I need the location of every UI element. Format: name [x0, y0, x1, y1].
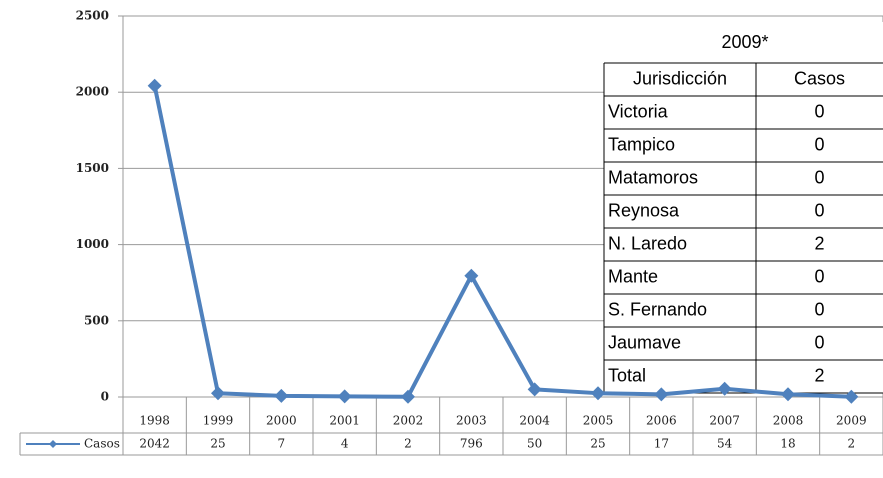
inset-cell: S. Fernando	[608, 299, 707, 319]
inset-cell: 0	[814, 101, 824, 121]
inset-cell: Matamoros	[608, 167, 698, 187]
y-tick-label: 1000	[76, 237, 109, 251]
marker	[654, 387, 669, 402]
inset-cell: Reynosa	[608, 200, 680, 220]
inset-header: Jurisdicción	[633, 68, 727, 88]
y-tick-label: 1500	[76, 161, 109, 175]
marker	[337, 389, 352, 404]
inset-cell: 0	[814, 299, 824, 319]
y-tick-label: 2500	[76, 9, 109, 23]
x-tick-label: 2005	[583, 414, 614, 428]
x-tick-label: 1998	[139, 414, 170, 428]
x-tick-label: 2002	[393, 414, 424, 428]
inset-cell: 0	[814, 167, 824, 187]
inset-cell: Total	[608, 365, 646, 385]
x-tick-label: 2007	[709, 414, 740, 428]
inset-cell: 2	[814, 233, 824, 253]
marker	[591, 386, 605, 401]
data-table-value: 2	[404, 437, 412, 451]
inset-header: Casos	[794, 68, 845, 88]
data-table-value: 50	[527, 437, 542, 451]
inset-cell: 0	[814, 332, 824, 352]
y-tick-label: 2000	[76, 85, 109, 99]
x-tick-label: 2006	[646, 414, 677, 428]
inset-cell: Tampico	[608, 134, 675, 154]
marker	[844, 389, 859, 404]
x-tick-label: 2009	[836, 414, 867, 428]
inset-cell: Jaumave	[608, 332, 681, 352]
line	[152, 85, 852, 399]
inset-cell: Mante	[608, 266, 658, 286]
marker	[211, 386, 225, 401]
inset-cell: Victoria	[608, 101, 669, 121]
marker	[401, 389, 415, 404]
legend-marker	[49, 440, 57, 448]
data-table-value: 2	[848, 437, 856, 451]
data-table-value: 18	[780, 437, 795, 451]
marker	[147, 78, 162, 93]
inset-cell: 0	[814, 134, 824, 154]
y-tick-label: 0	[101, 390, 109, 404]
data-table-value: 7	[278, 437, 286, 451]
marker	[274, 388, 289, 403]
marker	[464, 268, 479, 283]
data-table-value: 2042	[139, 437, 170, 451]
data-table-value: 25	[590, 437, 605, 451]
marker	[717, 381, 732, 396]
x-tick-label: 1999	[203, 414, 234, 428]
legend-label: Casos	[84, 437, 120, 451]
data-table-value: 4	[341, 437, 349, 451]
x-tick-label: 2008	[773, 414, 804, 428]
inset-title: 2009*	[721, 32, 768, 52]
data-table-value: 54	[717, 437, 733, 451]
marker	[527, 382, 542, 397]
inset-cell: N. Laredo	[608, 233, 687, 253]
x-tick-label: 2003	[456, 414, 487, 428]
x-tick-label: 2000	[266, 414, 297, 428]
x-tick-label: 2004	[519, 414, 550, 428]
data-table-value: 25	[210, 437, 225, 451]
x-tick-label: 2001	[329, 414, 360, 428]
data-table-value: 796	[460, 437, 483, 451]
data-table-value: 17	[654, 437, 669, 451]
inset-bg	[604, 22, 883, 393]
inset-cell: 0	[814, 200, 824, 220]
y-tick-label: 500	[84, 313, 109, 327]
marker	[781, 387, 795, 402]
inset-cell: 0	[814, 266, 824, 286]
inset-cell: 2	[814, 365, 824, 385]
